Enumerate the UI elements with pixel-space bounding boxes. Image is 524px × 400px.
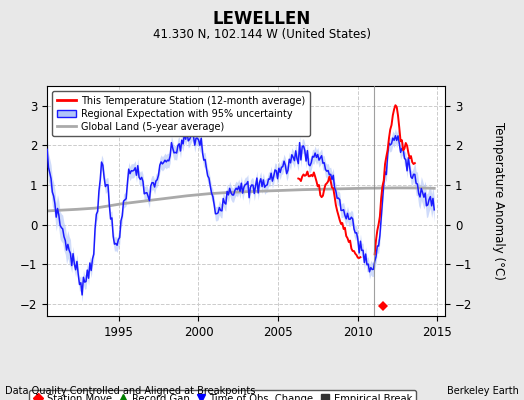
Text: LEWELLEN: LEWELLEN (213, 10, 311, 28)
Legend: Station Move, Record Gap, Time of Obs. Change, Empirical Break: Station Move, Record Gap, Time of Obs. C… (29, 390, 416, 400)
Text: Berkeley Earth: Berkeley Earth (447, 386, 519, 396)
Text: 41.330 N, 102.144 W (United States): 41.330 N, 102.144 W (United States) (153, 28, 371, 41)
Text: Data Quality Controlled and Aligned at Breakpoints: Data Quality Controlled and Aligned at B… (5, 386, 256, 396)
Y-axis label: Temperature Anomaly (°C): Temperature Anomaly (°C) (492, 122, 505, 280)
